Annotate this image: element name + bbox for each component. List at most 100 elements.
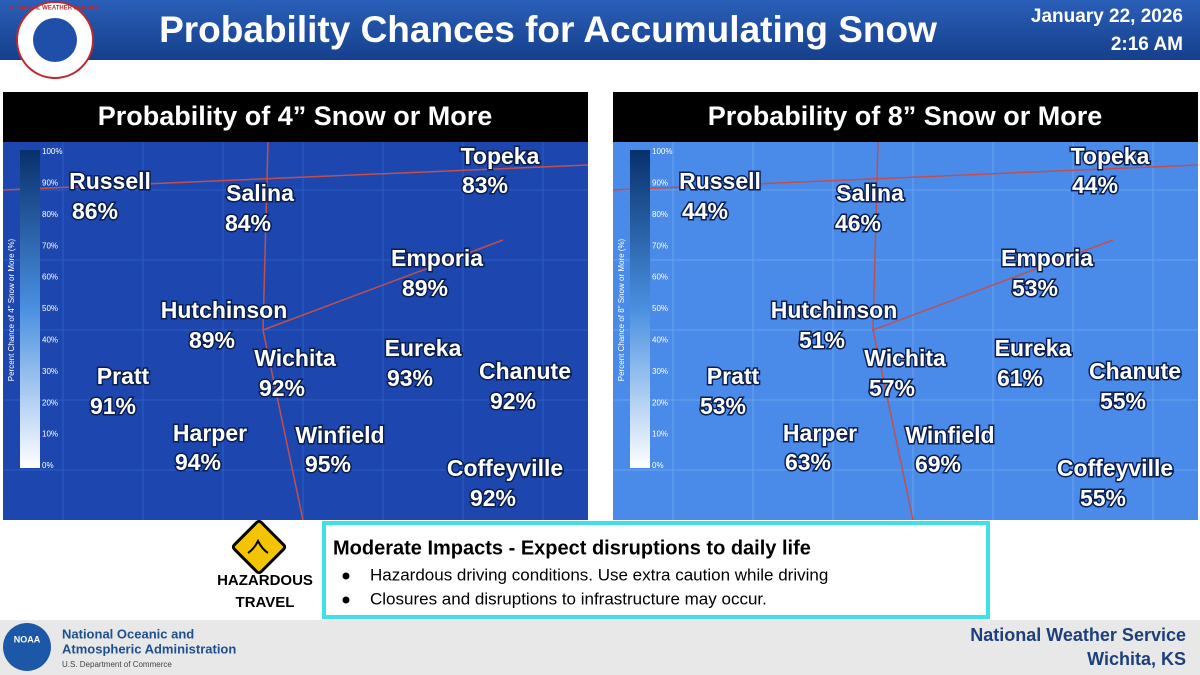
legend-tick-label: 20%: [42, 398, 58, 407]
nws-logo-inner: [33, 18, 77, 62]
city-value: 95%: [305, 451, 351, 477]
city-name: Salina: [226, 180, 294, 206]
nws-line: National Weather Service: [970, 625, 1186, 645]
legend-label: Percent Chance of 4" Snow or More (%): [7, 238, 16, 381]
legend-bar: [630, 150, 650, 468]
city-name: Salina: [836, 180, 904, 206]
legend-tick-label: 70%: [42, 241, 58, 250]
map-title: Probability of 4” Snow or More: [98, 101, 493, 131]
city-name: Chanute: [1089, 358, 1181, 384]
legend-tick-label: 50%: [42, 304, 58, 313]
city-name: Harper: [783, 420, 857, 446]
city-name: Hutchinson: [771, 297, 898, 323]
bullet: [342, 572, 350, 580]
legend-tick-label: 10%: [42, 430, 58, 439]
city-name: Pratt: [97, 363, 150, 389]
city-value: 44%: [682, 198, 728, 224]
nws-line: Wichita, KS: [1087, 649, 1186, 669]
map-title-bar: [3, 92, 588, 142]
legend-tick-label: 70%: [652, 241, 668, 250]
city-name: Russell: [679, 168, 761, 194]
city-value: 69%: [915, 451, 961, 477]
city-name: Chanute: [479, 358, 571, 384]
legend-tick-label: 60%: [652, 273, 668, 282]
city-value: 84%: [225, 210, 271, 236]
highway: [2, 141, 589, 521]
city-value: 89%: [402, 275, 448, 301]
city-value: 92%: [470, 485, 516, 511]
time: 2:16 AM: [1111, 34, 1183, 55]
date: January 22, 2026: [1031, 6, 1183, 27]
city-name: Eureka: [385, 335, 462, 361]
city-value: 93%: [387, 365, 433, 391]
impacts-box: [322, 521, 990, 619]
title: Probability Chances for Accumulating Sno…: [159, 9, 937, 50]
noaa-line: National Oceanic and: [62, 626, 194, 641]
city-name: Emporia: [391, 245, 483, 271]
logo-text: NATIONAL WEATHER SERVICE: [10, 6, 100, 12]
legend-tick-label: 30%: [652, 367, 668, 376]
map-title: Probability of 8” Snow or More: [708, 101, 1103, 131]
impacts-bullet: Hazardous driving conditions. Use extra …: [370, 565, 828, 584]
city-value: 44%: [1072, 172, 1118, 198]
city-name: Coffeyville: [1057, 455, 1173, 481]
legend-tick-label: 0%: [42, 461, 54, 470]
noaa-logo: [3, 623, 51, 671]
bullet: [342, 596, 350, 604]
map-area: [3, 92, 588, 520]
footer: [0, 620, 1200, 675]
city-value: 61%: [997, 365, 1043, 391]
legend-tick-label: 40%: [42, 336, 58, 345]
city-name: Topeka: [461, 143, 540, 169]
city-name: Russell: [69, 168, 151, 194]
impacts-heading: Moderate Impacts - Expect disruptions to…: [333, 537, 811, 559]
legend-tick-label: 80%: [42, 210, 58, 219]
maps: Probability of 4” Snow or More 100% 90% 80%…: [2, 92, 1199, 521]
city-name: Winfield: [295, 422, 384, 448]
legend-tick-label: 30%: [42, 367, 58, 376]
city-value: 46%: [835, 210, 881, 236]
legend-label: Percent Chance of 8" Snow or More (%): [617, 238, 626, 381]
city-value: 53%: [1012, 275, 1058, 301]
map-title-bar: [613, 92, 1198, 142]
city-value: 92%: [259, 375, 305, 401]
legend-tick-label: 100%: [652, 147, 672, 156]
city-value: 92%: [490, 388, 536, 414]
noaa-logo-text: NOAA: [14, 634, 41, 644]
city-name: Wichita: [254, 345, 336, 371]
city-name: Emporia: [1001, 245, 1093, 271]
city-name: Wichita: [864, 345, 946, 371]
city-value: 89%: [189, 327, 235, 353]
city-name: Coffeyville: [447, 455, 563, 481]
noaa-line: Atmospheric Administration: [62, 641, 236, 656]
legend-tick-label: 90%: [42, 179, 58, 188]
city-value: 86%: [72, 198, 118, 224]
hazard-sign: [231, 519, 287, 575]
city-name: Pratt: [707, 363, 760, 389]
map-area: [613, 92, 1198, 520]
city-name: Topeka: [1071, 143, 1150, 169]
legend-tick-label: 60%: [42, 273, 58, 282]
legend-tick-label: 100%: [42, 147, 62, 156]
hazard-line: TRAVEL: [236, 594, 295, 611]
city-name: Winfield: [905, 422, 994, 448]
city-name: Eureka: [995, 335, 1072, 361]
city-value: 63%: [785, 449, 831, 475]
city-value: 53%: [700, 393, 746, 419]
city-name: Harper: [173, 420, 247, 446]
legend-tick-label: 90%: [652, 179, 668, 188]
noaa-line: U.S. Department of Commerce: [62, 660, 172, 669]
city-value: 55%: [1080, 485, 1126, 511]
city-value: 51%: [799, 327, 845, 353]
legend-tick-label: 10%: [652, 430, 668, 439]
city-value: 94%: [175, 449, 221, 475]
city-value: 91%: [90, 393, 136, 419]
city-name: Hutchinson: [161, 297, 288, 323]
hazard-line: HAZARDOUS: [217, 572, 313, 589]
impacts-bullet: Closures and disruptions to infrastructu…: [370, 589, 767, 608]
city-value: 57%: [869, 375, 915, 401]
header-bar: [0, 0, 1200, 60]
sign: [231, 519, 287, 575]
legend-tick-label: 20%: [652, 398, 668, 407]
